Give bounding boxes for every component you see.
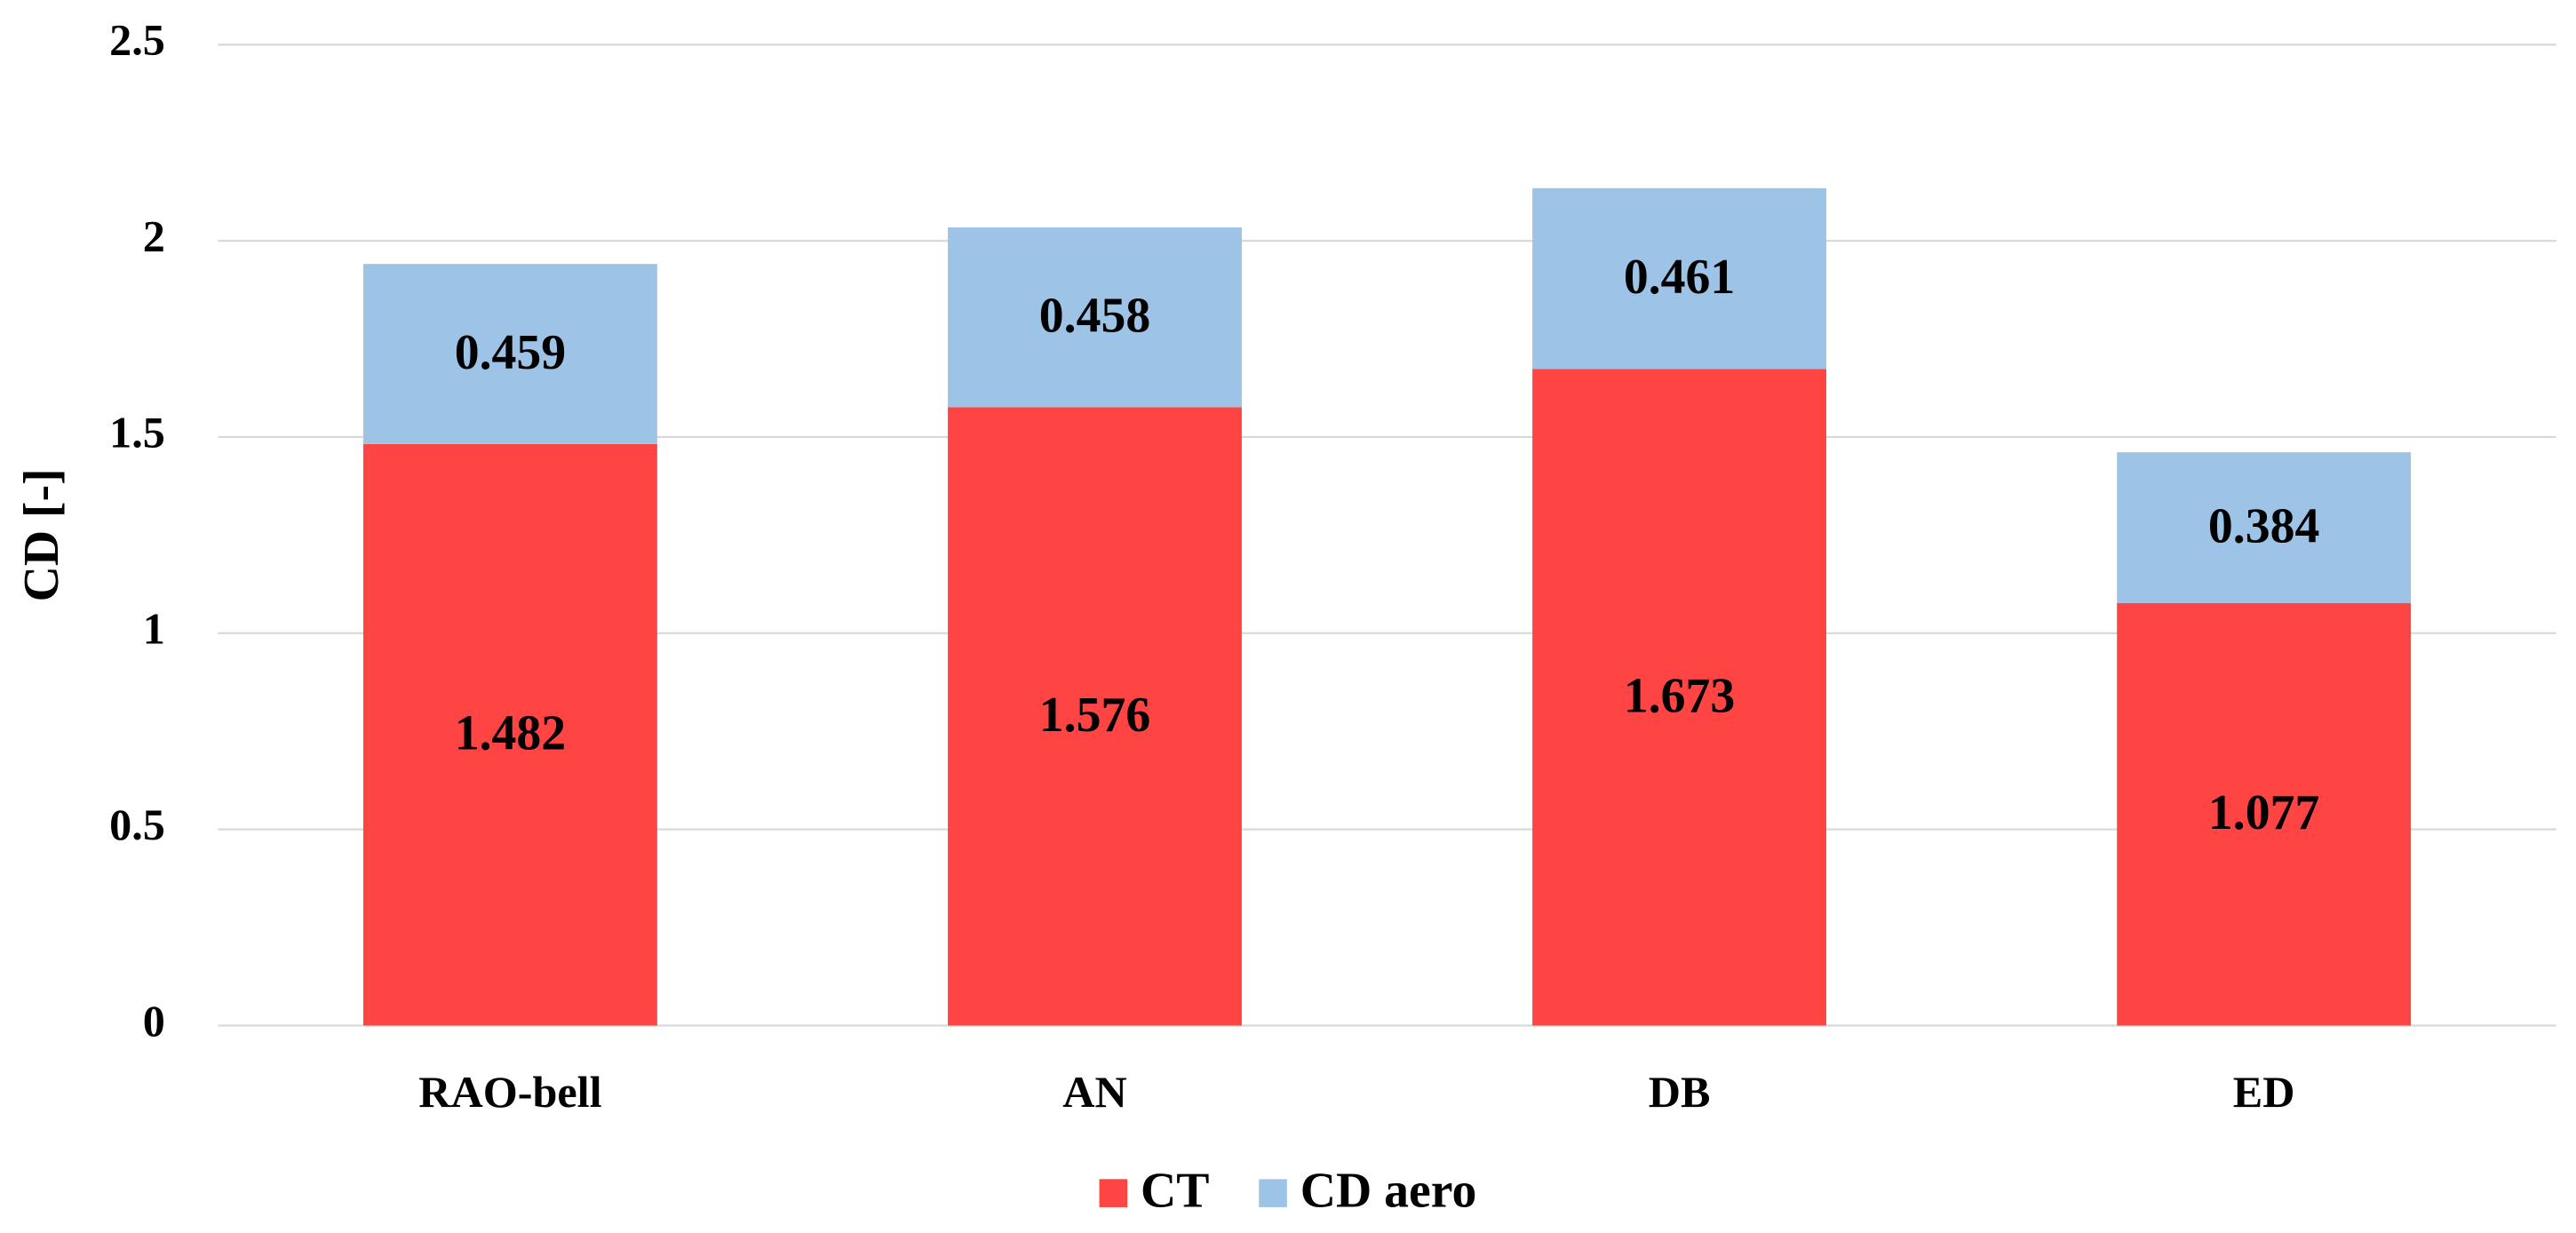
data-label: 1.673 (1624, 669, 1735, 724)
legend-swatch (1259, 1179, 1287, 1207)
data-label: 0.384 (2208, 498, 2319, 553)
bar-segment (948, 407, 1242, 1026)
legend-label: CD aero (1300, 1164, 1477, 1219)
data-label: 1.077 (2208, 785, 2319, 840)
bar-segment (2117, 602, 2412, 1026)
data-label: 0.458 (1039, 289, 1150, 344)
x-tick-label: RAO-bell (418, 1067, 601, 1117)
bar-segment (362, 264, 657, 444)
bar-segment (1532, 369, 1827, 1026)
data-label: 1.482 (455, 706, 566, 761)
data-label: 0.459 (455, 325, 566, 380)
legend-label: CT (1141, 1164, 1209, 1219)
y-tick-label: 1.5 (109, 407, 165, 457)
data-label: 1.576 (1039, 688, 1150, 743)
x-tick-label: AN (1062, 1067, 1127, 1117)
y-axis-title: CD [-] (14, 468, 69, 601)
y-tick-label: 1 (143, 603, 165, 653)
y-tick-label: 2 (143, 211, 165, 261)
bar-segment (1532, 187, 1827, 370)
bar-segment (948, 227, 1242, 408)
x-tick-label: ED (2233, 1067, 2295, 1117)
y-tick-label: 0 (143, 996, 165, 1046)
legend-swatch (1099, 1179, 1128, 1207)
x-tick-label: DB (1649, 1067, 1711, 1117)
bar-segment (362, 443, 657, 1026)
bar-segment (2117, 452, 2412, 603)
y-tick-label: 2.5 (109, 15, 165, 65)
data-label: 0.461 (1624, 250, 1735, 305)
y-tick-label: 0.5 (109, 799, 165, 849)
